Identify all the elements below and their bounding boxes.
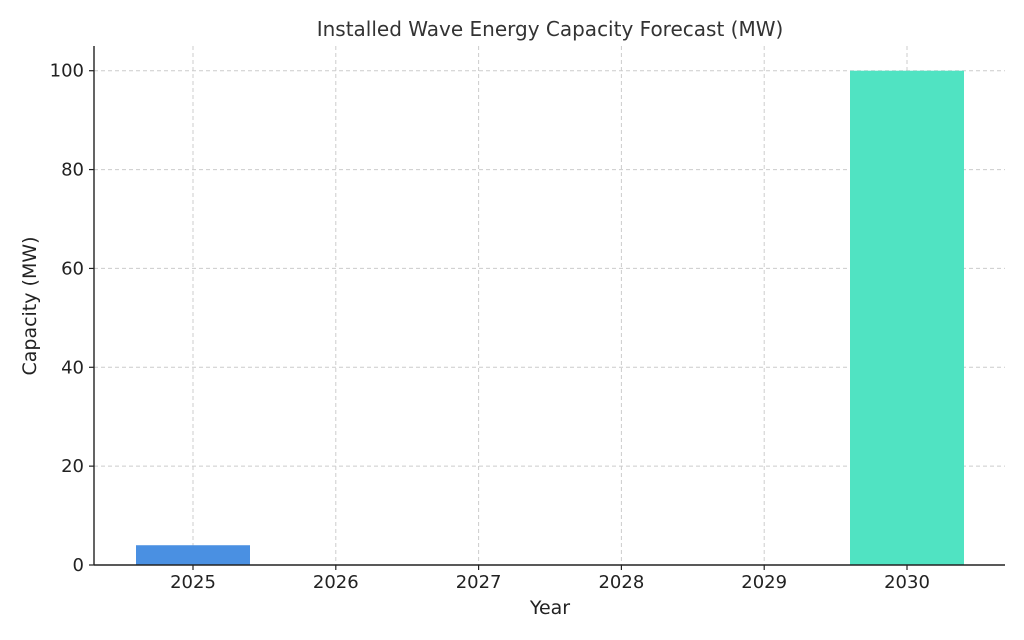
y-tick-label: 80	[61, 160, 84, 181]
ticks: 2025 2026 2027 2028 2029 2030 0 20 40 60 80 100	[50, 61, 930, 593]
x-tick-label: 2025	[170, 572, 216, 593]
x-tick-label: 2028	[598, 572, 644, 593]
y-tick-label: 0	[73, 555, 84, 576]
x-axis-label: Year	[529, 597, 570, 619]
x-tick-label: 2029	[741, 572, 787, 593]
x-tick-label: 2027	[456, 572, 502, 593]
chart-title: Installed Wave Energy Capacity Forecast …	[317, 17, 784, 41]
y-tick-label: 100	[50, 61, 84, 82]
y-tick-label: 20	[61, 456, 84, 477]
y-tick-label: 40	[61, 357, 84, 378]
axes	[93, 46, 1005, 566]
bars	[136, 70, 964, 565]
x-tick-label: 2026	[313, 572, 359, 593]
bar-2025	[136, 545, 250, 565]
bar-2030	[850, 70, 964, 565]
y-tick-label: 60	[61, 258, 84, 279]
y-axis-label: Capacity (MW)	[19, 236, 41, 375]
x-tick-label: 2030	[884, 572, 930, 593]
